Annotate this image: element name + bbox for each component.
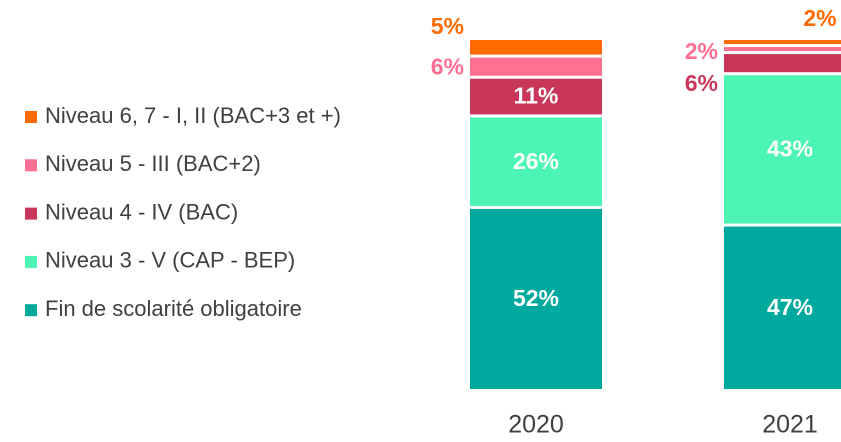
legend-swatch xyxy=(25,304,37,317)
x-tick-label: 2020 xyxy=(508,411,564,439)
bar-segment xyxy=(470,208,602,389)
legend-label: Niveau 3 - V (CAP - BEP) xyxy=(45,248,295,273)
value-label: 43% xyxy=(767,135,813,161)
value-label: 2% xyxy=(685,38,718,64)
legend-swatch xyxy=(25,111,37,123)
bar-segment xyxy=(724,47,841,52)
value-label: 6% xyxy=(685,70,718,96)
x-tick-label: 2021 xyxy=(762,411,818,439)
value-label: 2% xyxy=(803,5,836,31)
value-label: 11% xyxy=(514,83,559,109)
bar-segment xyxy=(724,226,841,389)
bar-segment xyxy=(470,117,602,206)
bar-segment xyxy=(470,57,602,76)
legend-label: Niveau 5 - III (BAC+2) xyxy=(45,151,261,176)
legend-swatch xyxy=(25,207,37,220)
legend-label: Fin de scolarité obligatoire xyxy=(45,296,302,321)
value-label: 47% xyxy=(767,294,813,320)
bar-segment xyxy=(724,54,841,73)
value-label: 26% xyxy=(513,148,559,174)
bar-segment xyxy=(470,78,602,115)
legend-label: Niveau 6, 7 - I, II (BAC+3 et +) xyxy=(45,103,341,128)
legend-label: Niveau 4 - IV (BAC) xyxy=(45,199,238,224)
legend-swatch xyxy=(25,159,37,172)
value-label: 52% xyxy=(513,285,559,311)
value-label: 6% xyxy=(431,54,464,80)
bar-segment xyxy=(724,75,841,224)
bar-segment xyxy=(470,40,602,55)
bar-segment xyxy=(724,40,841,45)
legend-swatch xyxy=(25,255,37,268)
value-label: 5% xyxy=(431,13,464,39)
